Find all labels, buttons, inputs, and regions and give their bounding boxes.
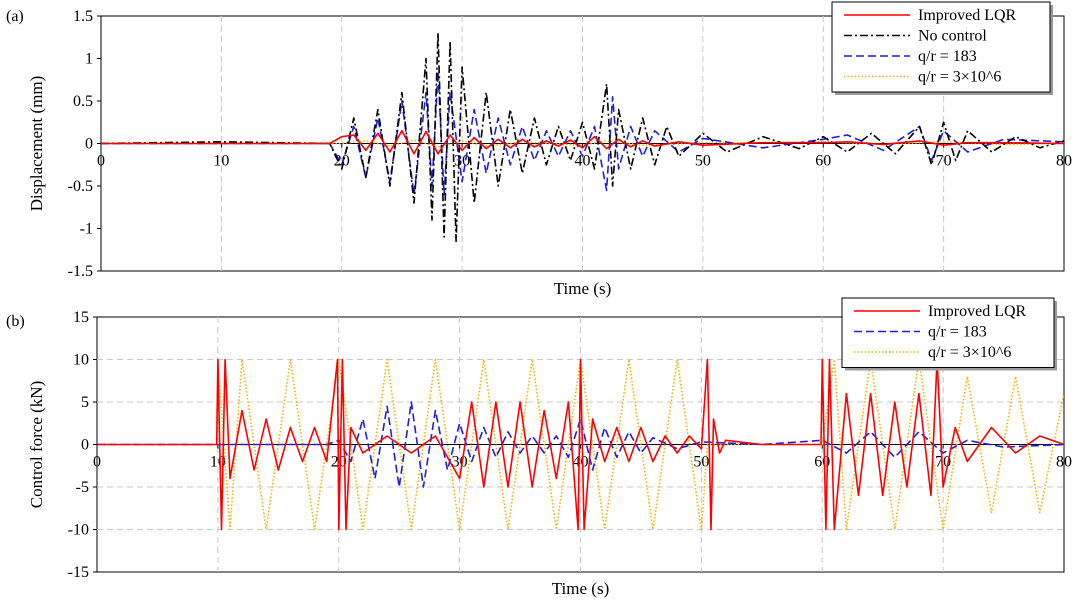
y-tick-label: -0.5 bbox=[68, 178, 93, 195]
x-tick-label: 80 bbox=[1056, 454, 1072, 471]
panel-a-displacement: -1.5-1-0.500.511.50 10 20 30 40 50 60 70 80Time … bbox=[6, 1, 1072, 298]
x-tick-label: 0 bbox=[97, 153, 105, 170]
y-tick-label: -1 bbox=[80, 221, 93, 238]
legend-label-2: q/r = 183 bbox=[928, 324, 987, 341]
y-tick-label: 0 bbox=[81, 437, 89, 454]
y-tick-label: 1 bbox=[85, 51, 93, 68]
legend-box bbox=[841, 297, 1055, 368]
y-tick-label: 1.5 bbox=[73, 8, 93, 25]
x-tick-label: 10 bbox=[210, 454, 226, 471]
x-tick-label: 40 bbox=[573, 454, 589, 471]
x-tick-label: 10 bbox=[213, 153, 229, 170]
y-tick-label: -15 bbox=[68, 564, 89, 581]
y-axis-title: Displacement (mm) bbox=[27, 76, 46, 212]
legend-box bbox=[831, 1, 1051, 93]
panel-tag: (a) bbox=[6, 8, 24, 25]
x-tick-label: 40 bbox=[575, 153, 591, 170]
x-tick-label: 60 bbox=[814, 454, 830, 471]
y-tick-label: 0 bbox=[85, 136, 93, 153]
y-axis-title: Control force (kN) bbox=[27, 381, 46, 508]
y-tick-label: 0.5 bbox=[73, 93, 93, 110]
x-axis-title: Time (s) bbox=[554, 279, 611, 298]
y-tick-label: 10 bbox=[73, 352, 89, 369]
x-tick-label: 60 bbox=[815, 153, 831, 170]
legend-label-2: No control bbox=[918, 28, 987, 45]
x-tick-label: 30 bbox=[454, 153, 470, 170]
x-tick-label: 70 bbox=[936, 153, 952, 170]
y-tick-label: -10 bbox=[68, 522, 89, 539]
series-line-2 bbox=[97, 401, 1064, 488]
y-tick-label: -5 bbox=[76, 479, 89, 496]
legend-label-1: Improved LQR bbox=[928, 303, 1027, 320]
series-line-1 bbox=[101, 130, 1064, 155]
y-tick-label: 15 bbox=[73, 309, 89, 326]
series-line-1 bbox=[97, 358, 1064, 531]
series-line-2 bbox=[101, 32, 1064, 243]
panel-tag: (b) bbox=[6, 313, 25, 330]
legend-label-3: q/r = 183 bbox=[918, 48, 977, 65]
legend-label-3: q/r = 3×10^6 bbox=[928, 344, 1011, 361]
legend-label-4: q/r = 3×10^6 bbox=[918, 69, 1001, 86]
x-tick-label: 0 bbox=[93, 454, 101, 471]
y-tick-label: -1.5 bbox=[68, 263, 93, 280]
x-tick-label: 80 bbox=[1056, 153, 1072, 170]
legend-label-1: Improved LQR bbox=[918, 7, 1017, 24]
y-tick-label: 5 bbox=[81, 394, 89, 411]
x-axis-title: Time (s) bbox=[552, 579, 609, 598]
x-tick-label: 50 bbox=[695, 153, 711, 170]
